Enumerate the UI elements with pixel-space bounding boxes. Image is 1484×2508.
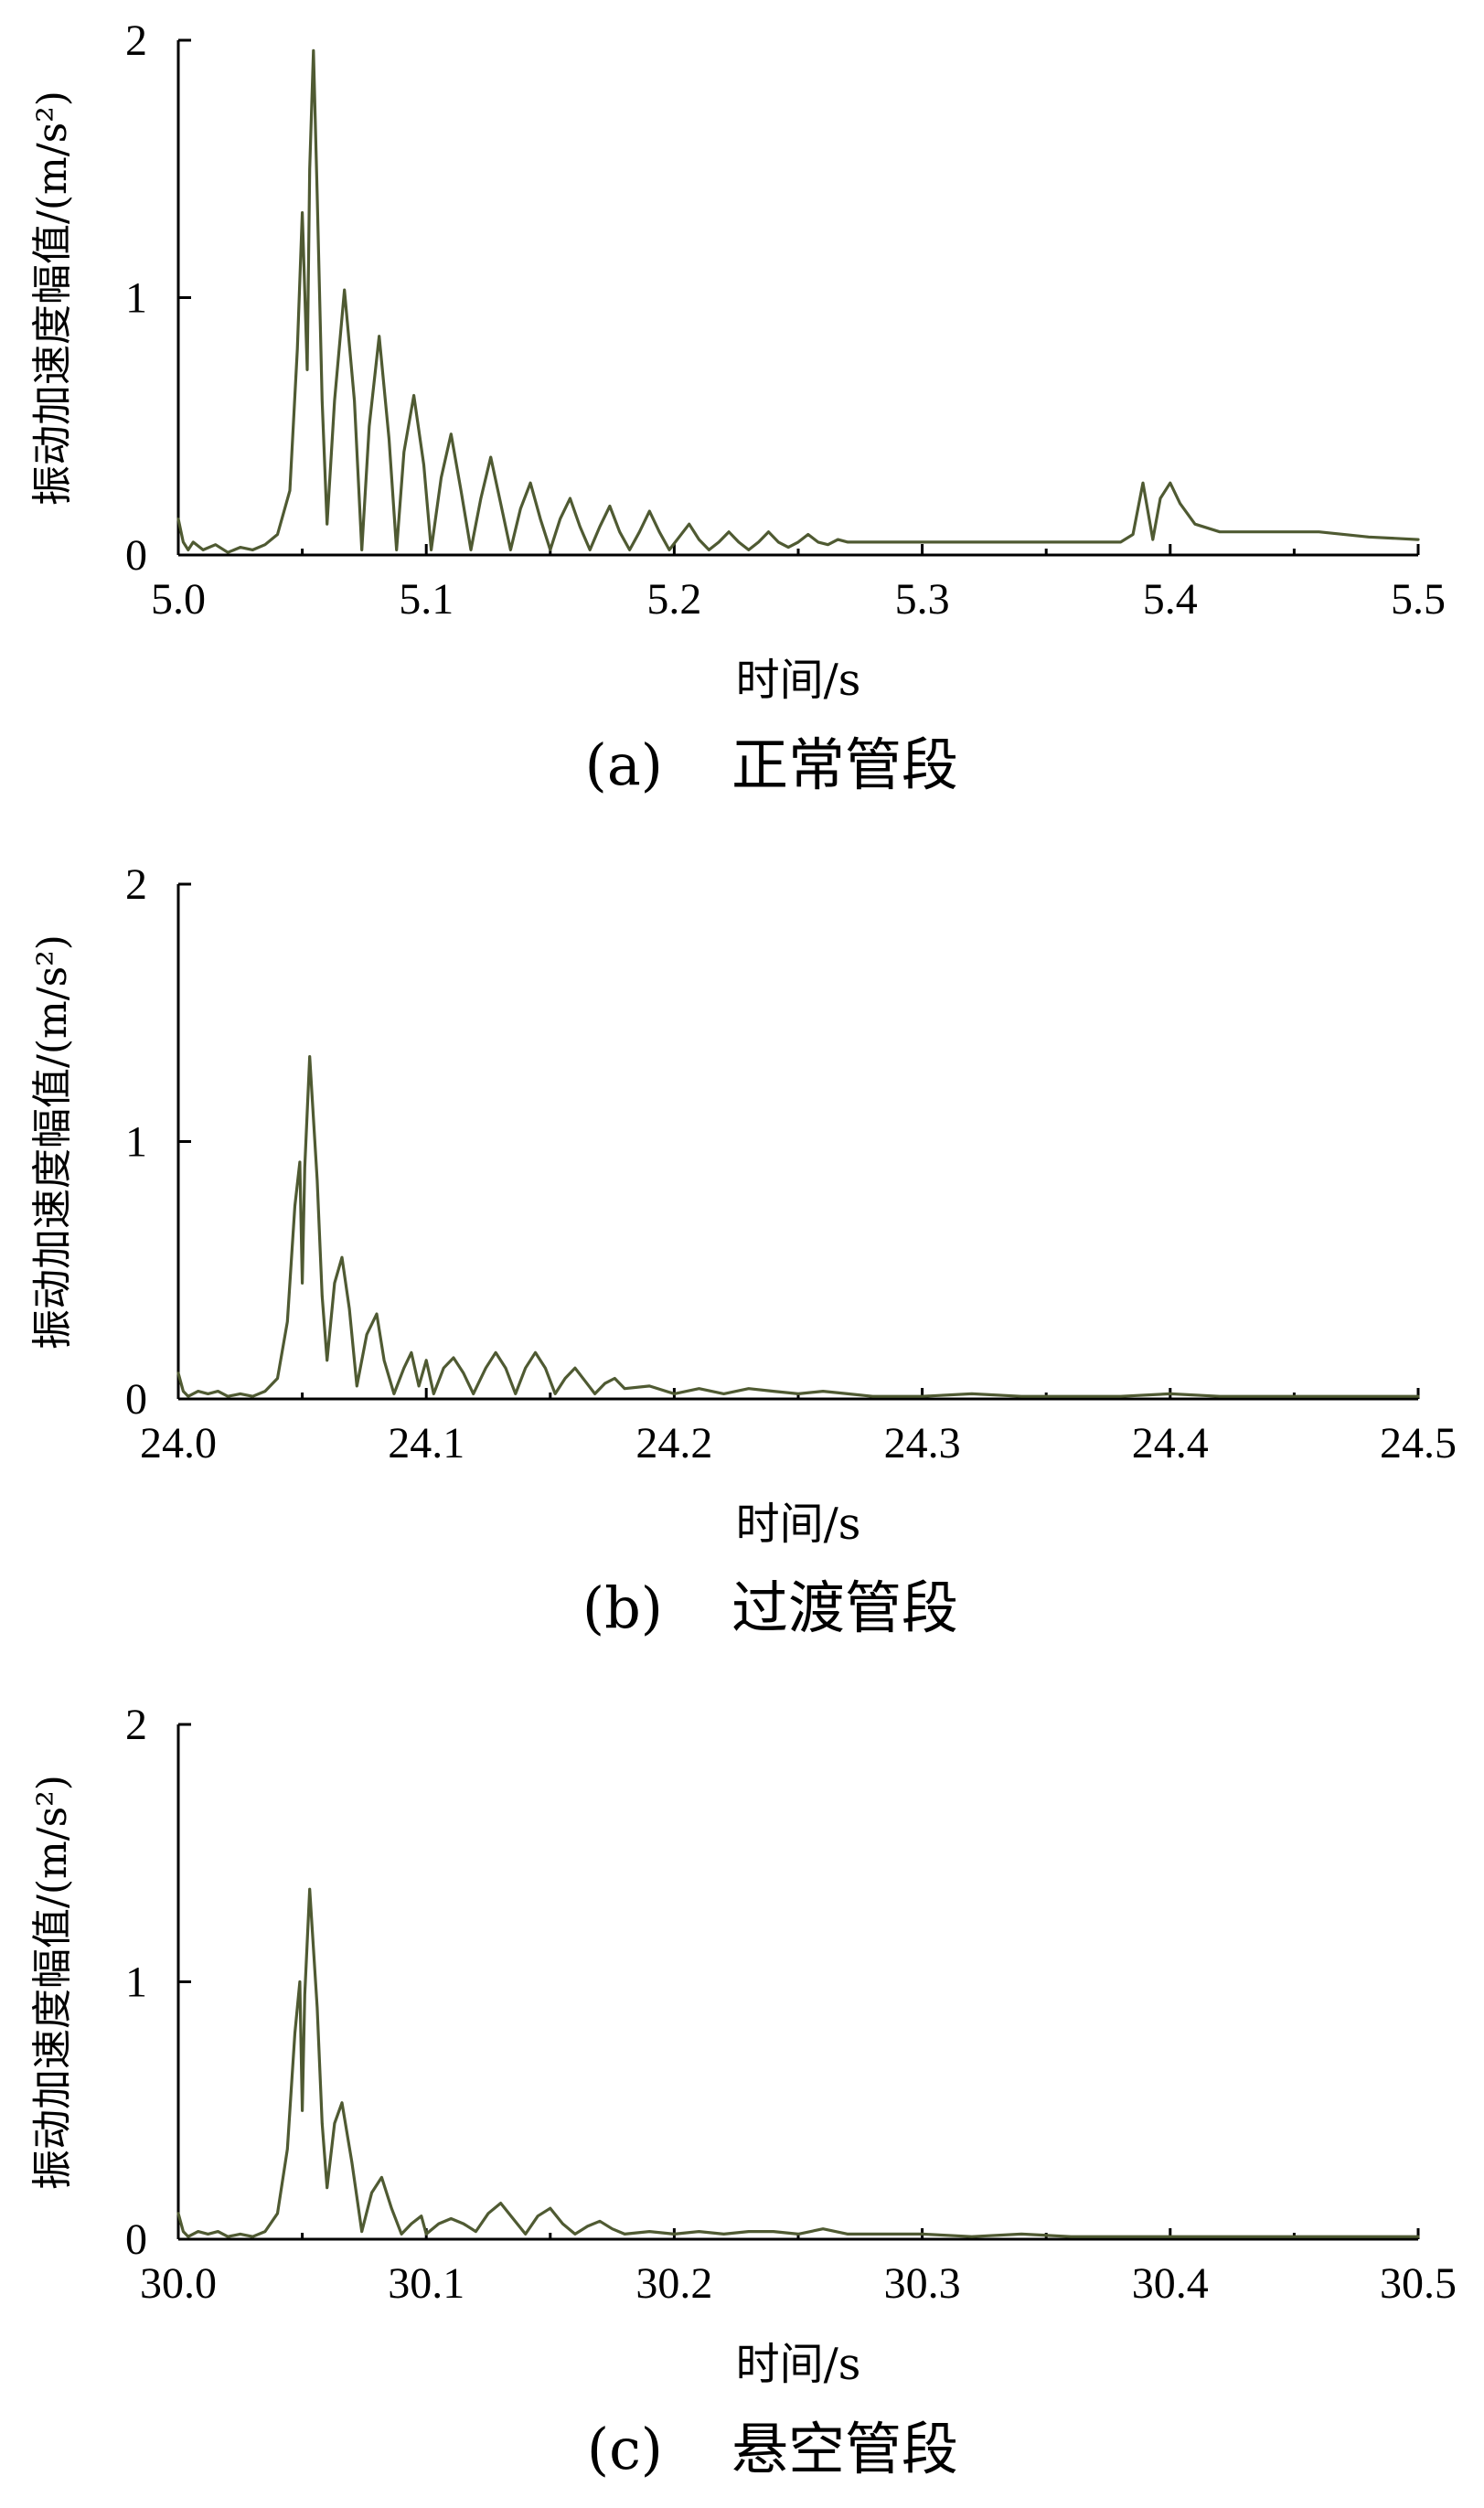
x-tick-label: 5.1 (399, 575, 454, 624)
y-axis-label: 振动加速度幅值/(m/s²) (29, 1775, 76, 2190)
x-tick-label: 30.3 (884, 2259, 961, 2308)
x-tick-label: 24.0 (140, 1419, 217, 1467)
x-tick-label: 30.0 (140, 2259, 217, 2308)
panel-a: 振动加速度幅值/(m/s²) 5.0 5.1 5.2 5.3 5.4 5.5 0 1 2 时间/… (29, 16, 1446, 798)
caption-label: (b) (582, 1574, 663, 1641)
x-axis-label: 时间/s (736, 1499, 861, 1550)
x-tick-label: 24.2 (635, 1419, 712, 1467)
x-tick-label: 24.4 (1132, 1419, 1209, 1467)
y-tick-label: 1 (125, 1958, 147, 2007)
x-tick-label: 5.0 (151, 575, 206, 624)
x-tick-label: 30.1 (388, 2259, 464, 2308)
y-axis-label: 振动加速度幅值/(m/s²) (29, 934, 76, 1350)
x-tick-label: 5.3 (895, 575, 950, 624)
caption-label: (c) (587, 2416, 663, 2482)
panel-caption: (b) 过渡管段 (582, 1574, 958, 1641)
panel-caption: (c) 悬空管段 (587, 2416, 958, 2482)
x-axis-label: 时间/s (736, 2339, 861, 2390)
y-tick-label: 2 (125, 1701, 147, 1749)
x-tick-label: 5.5 (1391, 575, 1446, 624)
y-axis-label: 振动加速度幅值/(m/s²) (29, 91, 76, 506)
caption-text: 正常管段 (731, 731, 958, 798)
y-tick-label: 0 (125, 2215, 147, 2264)
caption-text: 过渡管段 (731, 1574, 958, 1641)
series-line (176, 48, 1420, 554)
tick-group: 24.0 24.1 24.2 24.3 24.4 24.5 0 1 2 (125, 860, 1457, 1467)
x-tick-label: 30.5 (1380, 2259, 1457, 2308)
y-tick-label: 0 (125, 1375, 147, 1424)
x-axis-label: 时间/s (736, 655, 861, 706)
x-tick-label: 24.1 (388, 1419, 464, 1467)
panel-caption: (a) 正常管段 (585, 731, 958, 798)
y-tick-label: 1 (125, 274, 147, 323)
panel-c: 振动加速度幅值/(m/s²) 30.0 30.1 30.2 30.3 30.4 30.5 0… (29, 1701, 1457, 2482)
caption-label: (a) (585, 731, 663, 798)
y-tick-label: 2 (125, 16, 147, 65)
y-tick-label: 0 (125, 531, 147, 580)
y-tick-label: 2 (125, 860, 147, 909)
x-tick-label: 24.5 (1380, 1419, 1457, 1467)
x-tick-label: 5.4 (1143, 575, 1198, 624)
panel-b: 振动加速度幅值/(m/s²) 24.0 24.1 24.2 24.3 24.4 24.5 0… (29, 860, 1457, 1641)
series-line (176, 1887, 1420, 2238)
tick-group: 5.0 5.1 5.2 5.3 5.4 5.5 0 1 2 (125, 16, 1446, 624)
series-line (176, 1055, 1420, 1398)
x-tick-label: 5.2 (646, 575, 701, 624)
y-tick-label: 1 (125, 1118, 147, 1167)
tick-group: 30.0 30.1 30.2 30.3 30.4 30.5 0 1 2 (125, 1701, 1457, 2308)
caption-text: 悬空管段 (731, 2416, 958, 2482)
x-tick-label: 30.2 (635, 2259, 712, 2308)
x-tick-label: 24.3 (884, 1419, 961, 1467)
x-tick-label: 30.4 (1132, 2259, 1209, 2308)
